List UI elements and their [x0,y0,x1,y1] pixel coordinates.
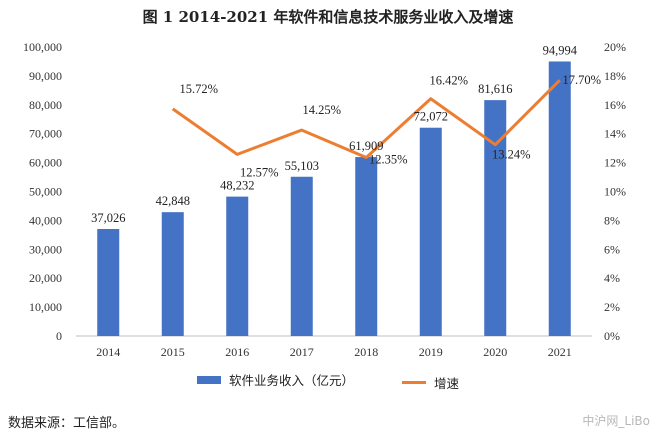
y2-tick-label: 10% [604,185,626,199]
y2-tick-label: 18% [604,69,626,83]
bar-value-label: 37,026 [91,211,125,225]
x-tick-label: 2020 [483,345,507,359]
y-tick-label: 30,000 [29,242,62,256]
legend-item-bar: 软件业务收入（亿元） [196,370,354,389]
legend: 软件业务收入（亿元） 增速 [0,370,656,392]
growth-value-label: 14.25% [302,103,341,117]
growth-value-label: 17.70% [562,73,601,87]
x-tick-label: 2021 [548,345,572,359]
y-tick-label: 0 [56,329,62,343]
x-tick-label: 2018 [354,345,378,359]
x-tick-label: 2015 [161,345,185,359]
legend-swatch-line [401,380,426,384]
legend-swatch-bar [196,375,221,384]
y-tick-label: 60,000 [29,156,62,170]
y-tick-label: 20,000 [29,271,62,285]
legend-item-line: 增速 [401,373,459,392]
y2-tick-label: 14% [604,127,626,141]
bar-value-label: 94,994 [543,43,578,57]
bar [226,196,249,336]
bar-value-label: 72,072 [414,110,448,124]
watermark: 中沪网_LiBo [582,414,650,428]
bar-value-label: 61,909 [349,139,383,153]
y-tick-label: 80,000 [29,98,62,112]
bar [548,61,571,336]
bar-value-label: 81,616 [478,82,512,96]
bar [97,228,120,336]
bar [419,127,442,337]
y2-tick-label: 12% [604,156,626,170]
growth-value-label: 12.35% [369,153,408,167]
x-tick-label: 2014 [96,345,120,359]
bar [161,212,184,336]
y2-tick-label: 6% [604,242,620,256]
y-tick-label: 50,000 [29,185,62,199]
x-tick-label: 2019 [419,345,443,359]
x-tick-label: 2016 [225,345,249,359]
bar-value-label: 55,103 [285,159,319,173]
bar-value-label: 48,232 [220,179,254,193]
growth-value-label: 12.57% [240,165,279,179]
bar-value-label: 42,848 [156,194,190,208]
growth-value-label: 16.42% [429,74,468,88]
y2-tick-label: 4% [604,271,620,285]
y2-tick-label: 0% [604,329,620,343]
bar [355,157,378,336]
source-note: 数据来源：工信部。 [8,416,126,431]
y-tick-label: 40,000 [29,213,62,227]
y-tick-label: 10,000 [29,300,62,314]
chart-title: 图 1 2014-2021 年软件和信息技术服务业收入及增速 [142,8,514,26]
y2-tick-label: 8% [604,213,620,227]
y-tick-label: 100,000 [23,40,62,54]
y2-tick-label: 16% [604,98,626,112]
bar [484,100,507,336]
growth-value-label: 15.72% [179,82,218,96]
y-tick-label: 90,000 [29,69,62,83]
legend-label-line: 增速 [433,375,459,391]
growth-value-label: 13.24% [492,148,531,162]
legend-label-bar: 软件业务收入（亿元） [228,373,354,388]
y-tick-label: 70,000 [29,127,62,141]
y2-tick-label: 2% [604,300,620,314]
x-tick-label: 2017 [290,345,314,359]
y2-tick-label: 20% [604,40,626,54]
bar [290,176,313,336]
